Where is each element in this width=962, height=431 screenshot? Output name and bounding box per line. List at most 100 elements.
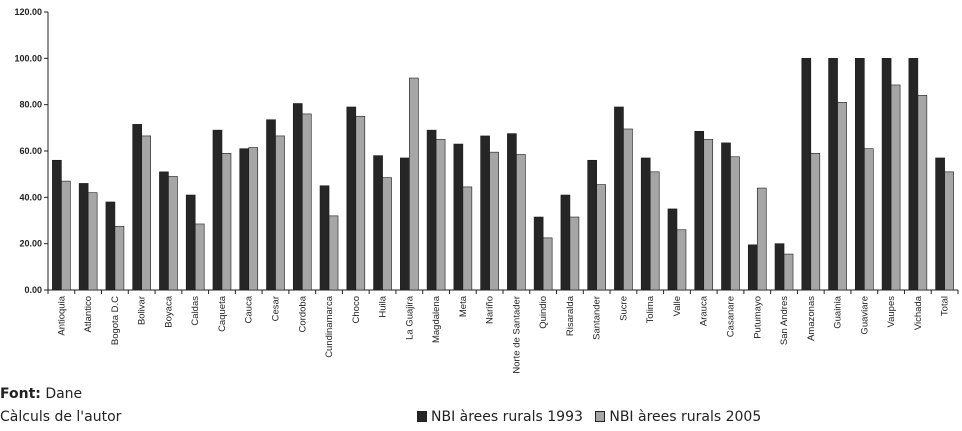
bar-1993 xyxy=(212,129,223,291)
bar-1993 xyxy=(614,106,624,291)
legend-swatch-1993 xyxy=(417,411,427,422)
category-label: La Guajira xyxy=(404,295,415,340)
bar-1993 xyxy=(373,155,383,291)
bar-2005 xyxy=(382,177,392,291)
bar-2005 xyxy=(810,153,821,291)
legend-swatch-2005 xyxy=(595,411,606,422)
bar-2005 xyxy=(783,253,794,291)
bar-1993 xyxy=(159,171,169,291)
bar-1993 xyxy=(747,244,758,291)
category-label: Tolima xyxy=(645,295,656,323)
category-label: Magdalena xyxy=(431,295,442,343)
bar-2005 xyxy=(676,229,687,291)
category-label: Caqueta xyxy=(217,295,228,332)
bar-2005 xyxy=(462,186,473,291)
chart-axes xyxy=(44,11,959,294)
category-label: Vaupes xyxy=(886,296,897,328)
bar-1993 xyxy=(640,157,651,291)
bar-2005 xyxy=(890,84,901,291)
bar-1993 xyxy=(908,58,919,291)
bar-1993 xyxy=(185,194,196,291)
bar-2005 xyxy=(141,135,151,291)
category-label: Bolivar xyxy=(137,296,148,325)
bar-1993 xyxy=(266,119,276,291)
y-tick-label: 0.00 xyxy=(24,285,42,295)
bar-1993 xyxy=(400,157,410,291)
chart-legend: NBI àrees rurals 1993 NBI àrees rurals 2… xyxy=(417,409,769,425)
category-label: Cauca xyxy=(244,295,255,323)
bar-1993 xyxy=(453,143,464,291)
category-label: Norte de Santader xyxy=(511,296,522,374)
bar-2005 xyxy=(409,77,419,291)
y-tick-label: 80.00 xyxy=(19,100,42,110)
bar-2005 xyxy=(703,139,714,291)
bar-1993 xyxy=(801,58,812,291)
bar-2005 xyxy=(837,102,847,291)
bar-1993 xyxy=(774,243,785,291)
category-label: Valle xyxy=(672,296,683,316)
bar-1993 xyxy=(587,159,597,291)
category-label: Risaralda xyxy=(565,295,576,336)
bar-1993 xyxy=(52,159,62,291)
category-label: Sucre xyxy=(618,296,629,321)
bar-2005 xyxy=(168,176,178,291)
bar-2005 xyxy=(649,171,660,291)
bar-2005 xyxy=(328,215,339,291)
bar-2005 xyxy=(221,153,232,291)
y-tick-label: 20.00 xyxy=(19,239,42,249)
chart-bars xyxy=(52,58,954,291)
bar-2005 xyxy=(569,216,580,291)
category-label: Putumayo xyxy=(752,296,763,339)
bar-1993 xyxy=(105,201,116,291)
source-label: Font: xyxy=(0,386,41,402)
bar-1993 xyxy=(507,133,517,291)
source-line: Font: Dane xyxy=(0,386,82,402)
category-label: Santander xyxy=(592,296,603,340)
category-label: Guainia xyxy=(833,295,844,328)
bar-1993 xyxy=(132,124,142,291)
bar-1993 xyxy=(560,194,571,291)
category-label: Caldas xyxy=(190,296,201,326)
legend-label-1993: NBI àrees rurals 1993 xyxy=(431,409,583,425)
bar-1993 xyxy=(319,185,330,291)
category-label: Vichada xyxy=(913,295,924,330)
bar-2005 xyxy=(756,187,767,291)
category-label: Guaviare xyxy=(859,296,870,335)
category-label: Huila xyxy=(378,295,389,317)
category-label: Bogota D.C xyxy=(110,296,121,345)
category-label: Cundinamarca xyxy=(324,295,335,357)
bar-1993 xyxy=(292,103,303,291)
y-tick-label: 60.00 xyxy=(19,146,42,156)
bar-2005 xyxy=(489,151,499,291)
bar-1993 xyxy=(239,148,250,291)
bar-2005 xyxy=(542,237,553,291)
bar-2005 xyxy=(194,223,205,291)
category-label: Boyaca xyxy=(163,295,174,327)
bar-2005 xyxy=(730,156,740,291)
source-note: Càlculs de l'autor xyxy=(0,409,122,425)
legend-item-1993: NBI àrees rurals 1993 xyxy=(417,409,583,425)
bar-1993 xyxy=(935,157,945,291)
bar-1993 xyxy=(694,131,705,291)
bar-1993 xyxy=(667,208,678,291)
category-label: Choco xyxy=(351,296,362,323)
category-label: San Andres xyxy=(779,296,790,345)
bar-1993 xyxy=(426,129,437,291)
bar-2005 xyxy=(355,115,366,291)
bar-2005 xyxy=(864,148,874,291)
y-tick-label: 100.00 xyxy=(14,53,42,63)
bar-2005 xyxy=(596,184,606,291)
category-label: Antioquia xyxy=(56,295,67,335)
bar-1993 xyxy=(828,58,838,291)
bar-1993 xyxy=(855,58,865,291)
category-label: Amazonas xyxy=(806,296,817,341)
bar-2005 xyxy=(917,95,928,291)
bar-1993 xyxy=(721,142,731,291)
bar-2005 xyxy=(301,113,312,291)
bar-1993 xyxy=(346,106,357,291)
bar-2005 xyxy=(248,147,259,291)
category-label: Total xyxy=(940,296,951,316)
bar-1993 xyxy=(480,135,490,291)
bar-2005 xyxy=(623,128,633,291)
